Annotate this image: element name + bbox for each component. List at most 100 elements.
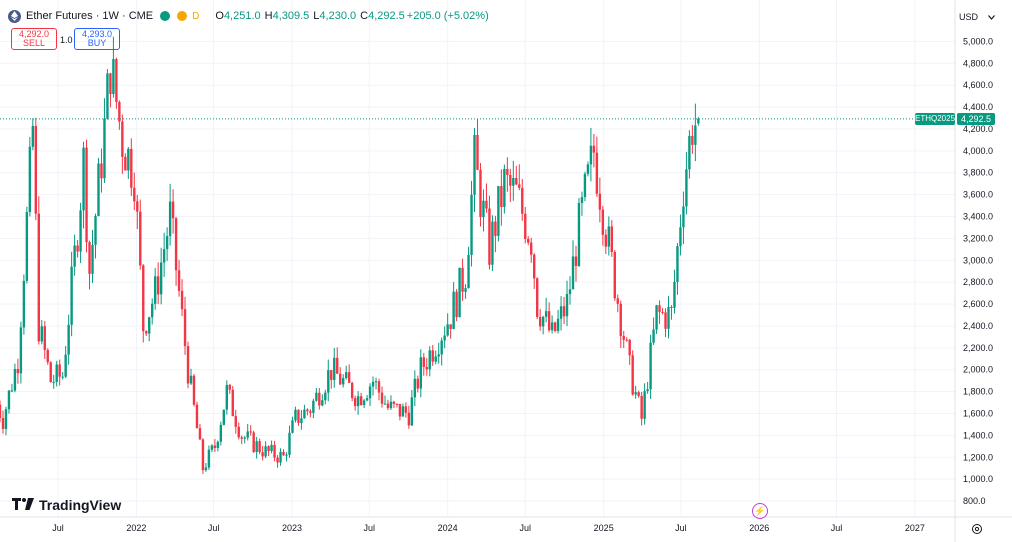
tradingview-logo[interactable]: TradingView [12, 497, 121, 513]
candle-body [494, 221, 497, 236]
candle-body [297, 409, 300, 423]
candle-body [476, 134, 479, 170]
candle-body [192, 375, 196, 405]
candle-body [577, 203, 581, 266]
candle-body [291, 420, 294, 433]
candle-body [76, 245, 79, 252]
candle-body [488, 208, 491, 265]
candle-body [231, 389, 234, 417]
candle-body [136, 201, 139, 212]
candle-body [139, 211, 142, 266]
candle-body [359, 396, 363, 406]
candle-body [535, 278, 539, 317]
candle-body [455, 291, 458, 318]
candle-body [616, 298, 619, 304]
candle-body [547, 311, 551, 331]
candle-body [619, 303, 622, 337]
candle-body [392, 401, 396, 404]
candle-body [210, 445, 214, 450]
candle-body [28, 146, 32, 213]
candle-body [85, 147, 88, 243]
candle-body [649, 342, 652, 390]
candle-body [491, 221, 494, 265]
candle-body [503, 168, 506, 207]
candle-body [506, 168, 509, 175]
last-price-tag: 4,292.5 [957, 112, 995, 125]
candle-body [321, 400, 324, 406]
candle-body [339, 373, 342, 385]
candle-body [407, 412, 411, 426]
candle-body [121, 121, 124, 157]
candle-body [559, 306, 563, 319]
high-value: 4,309.5 [272, 10, 310, 22]
candle-body [661, 311, 664, 313]
y-tick-label: 3,800.0 [963, 168, 993, 178]
currency-selector[interactable]: USD [956, 9, 998, 25]
candle-body [533, 254, 536, 279]
status-dot-icon [160, 11, 171, 21]
buy-label: BUY [87, 38, 107, 48]
y-tick-label: 2,600.0 [963, 299, 993, 309]
candle-body [133, 187, 136, 202]
candle-body [497, 186, 500, 236]
candle-body [598, 193, 602, 210]
settings-icon[interactable] [971, 522, 983, 534]
candle-body [165, 236, 169, 250]
candle-body [541, 316, 545, 327]
candle-body [679, 227, 682, 247]
candle-body [458, 267, 461, 318]
candle-body [694, 125, 697, 145]
candle-body [482, 200, 485, 218]
candle-body [565, 294, 569, 317]
candle-body [464, 288, 467, 292]
y-tick-label: 2,200.0 [963, 343, 993, 353]
candle-body [115, 59, 118, 103]
x-tick-label: 2026 [749, 523, 769, 533]
candle-body [553, 322, 557, 331]
symbol-title[interactable]: Ether Futures · 1W · CME [26, 10, 154, 22]
sell-button[interactable]: 4,292.0 SELL [11, 28, 57, 50]
candle-body [512, 177, 515, 186]
candle-body [527, 238, 530, 243]
candle-body [276, 457, 279, 463]
candle-body [255, 441, 258, 453]
candle-body [151, 303, 154, 318]
candle-body [258, 441, 261, 453]
candle-body [130, 148, 133, 188]
candle-body [550, 322, 554, 331]
candles [0, 36, 697, 474]
candle-body [628, 339, 631, 356]
candle-body [67, 324, 70, 355]
candle-body [109, 73, 112, 95]
candle-body [106, 73, 109, 119]
x-tick-label: Jul [52, 523, 64, 533]
candle-body [49, 362, 52, 383]
candle-body [422, 357, 425, 367]
candle-body [607, 226, 611, 247]
candle-body [222, 409, 226, 425]
quantity-value[interactable]: 1.0 [60, 35, 73, 45]
candle-body [142, 265, 145, 332]
candle-body [622, 336, 625, 340]
candle-body [156, 276, 160, 295]
lightning-icon[interactable]: ⚡ [752, 503, 768, 519]
candle-body [586, 164, 590, 174]
candle-body [61, 376, 64, 378]
candle-body [365, 398, 369, 401]
candle-body [631, 355, 634, 395]
buy-button[interactable]: 4,293.0 BUY [74, 28, 120, 50]
candle-body [467, 254, 470, 289]
candle-body [580, 197, 584, 204]
candle-body [145, 331, 148, 334]
candle-body [180, 290, 184, 310]
candle-body [315, 392, 318, 401]
candle-body [601, 209, 605, 235]
y-tick-label: 2,800.0 [963, 277, 993, 287]
candle-body [273, 444, 276, 458]
candle-body [88, 242, 91, 274]
y-tick-label: 4,600.0 [963, 80, 993, 90]
candle-body [43, 326, 46, 350]
candle-body [425, 366, 428, 370]
candle-body [282, 451, 285, 456]
